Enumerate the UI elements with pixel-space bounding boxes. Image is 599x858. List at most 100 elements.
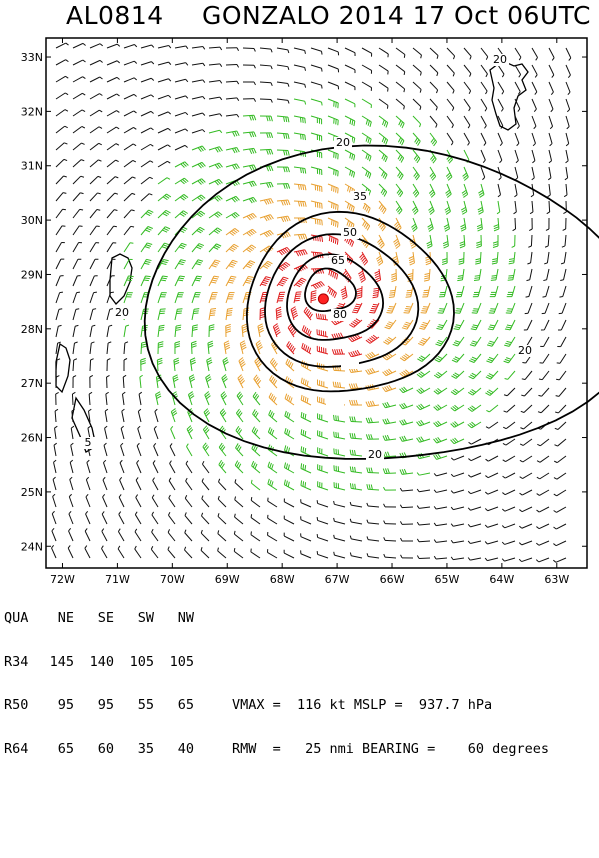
wind-barb — [520, 456, 532, 462]
wind-barb — [318, 447, 328, 456]
wind-barb — [389, 286, 396, 297]
wind-barb — [341, 286, 347, 299]
wind-barb — [90, 226, 100, 235]
lon-label: 67W — [325, 573, 350, 586]
wind-barb — [350, 483, 362, 490]
wind-barb — [186, 478, 192, 490]
wind-barb — [284, 498, 294, 507]
wind-barb — [107, 359, 110, 371]
wind-barb — [291, 307, 298, 320]
table-cell: 105 — [120, 655, 154, 670]
wind-barb — [90, 276, 98, 286]
wind-barb — [311, 133, 322, 141]
wind-barb — [400, 419, 413, 425]
wind-barb — [528, 235, 532, 247]
wind-barb — [226, 114, 239, 117]
wind-barb — [564, 184, 567, 197]
wind-barb — [118, 529, 124, 541]
wind-barb — [238, 375, 245, 388]
wind-barb — [400, 505, 413, 508]
wind-barb — [379, 133, 388, 145]
wind-barb — [554, 439, 566, 446]
wind-barb — [468, 524, 481, 527]
wind-barb — [430, 99, 437, 110]
wind-barb — [454, 320, 464, 330]
wind-barb — [173, 375, 178, 388]
wind-barb — [385, 320, 396, 329]
wind-barb — [366, 335, 379, 343]
wind-barb — [56, 309, 62, 320]
wind-barb — [396, 133, 404, 145]
wind-barb — [478, 184, 484, 197]
lon-label: 65W — [435, 573, 460, 586]
wind-barb — [294, 99, 306, 104]
wind-barb — [124, 160, 136, 167]
wind-barb — [73, 160, 84, 167]
wind-barb — [520, 473, 532, 479]
wind-barb — [175, 194, 188, 201]
wind-barb — [152, 529, 158, 541]
wind-barb — [218, 496, 226, 507]
wind-barb — [383, 452, 396, 457]
wind-barbs-layer — [52, 43, 571, 562]
lat-label: 31N — [21, 160, 43, 173]
wind-barb — [402, 320, 413, 329]
wind-barb — [260, 215, 273, 221]
wind-barb — [328, 65, 339, 72]
contour-label: 20 — [493, 53, 507, 66]
wind-barb — [284, 516, 294, 524]
wind-barb — [56, 126, 68, 133]
wind-barb — [400, 387, 413, 393]
wind-barb — [542, 303, 549, 314]
wind-barb — [192, 80, 205, 83]
wind-barb — [532, 99, 536, 112]
wind-barb — [334, 552, 345, 558]
wind-barb — [270, 375, 277, 388]
wind-barb — [124, 78, 137, 82]
wind-barb — [311, 82, 322, 88]
wind-barb — [124, 127, 136, 133]
wind-barb — [498, 133, 502, 146]
wind-barb — [311, 201, 322, 209]
wind-barb — [349, 319, 362, 328]
wind-barb — [301, 378, 311, 388]
wind-barb — [71, 443, 74, 456]
wind-barb — [468, 541, 481, 544]
wind-barb — [152, 495, 158, 507]
wind-barb — [107, 94, 119, 99]
wind-barb — [277, 150, 289, 156]
wind-barb — [525, 303, 532, 314]
wind-barb — [400, 538, 413, 541]
wind-barb — [506, 303, 515, 313]
wind-barb — [396, 184, 403, 197]
wind-barb — [107, 210, 117, 218]
wind-barb — [294, 116, 305, 123]
wind-barb — [268, 515, 277, 524]
wind-barb — [519, 524, 532, 528]
lat-label: 26N — [21, 432, 43, 445]
wind-barb — [544, 252, 549, 264]
wind-barb — [430, 116, 437, 128]
wind-barb — [219, 443, 226, 456]
wind-barb — [384, 504, 396, 507]
wind-barb — [464, 48, 471, 59]
wind-barb — [521, 405, 532, 413]
wind-barb — [175, 96, 188, 99]
wind-barb — [201, 530, 209, 541]
wind-barb — [235, 514, 243, 524]
wind-barb — [434, 454, 447, 460]
wind-barb — [520, 422, 532, 429]
wind-barb — [504, 388, 515, 396]
wind-barb — [256, 341, 262, 354]
wind-barb — [107, 61, 120, 65]
wind-barb — [141, 276, 151, 286]
wind-barb — [202, 478, 209, 490]
wind-barb — [409, 252, 415, 265]
wind-contour — [145, 146, 599, 459]
wind-barb — [204, 409, 210, 422]
wind-barb — [345, 150, 355, 160]
wind-barb — [566, 65, 570, 78]
wind-barb — [317, 380, 328, 388]
wind-barb — [158, 145, 170, 150]
wind-barb — [447, 99, 454, 111]
